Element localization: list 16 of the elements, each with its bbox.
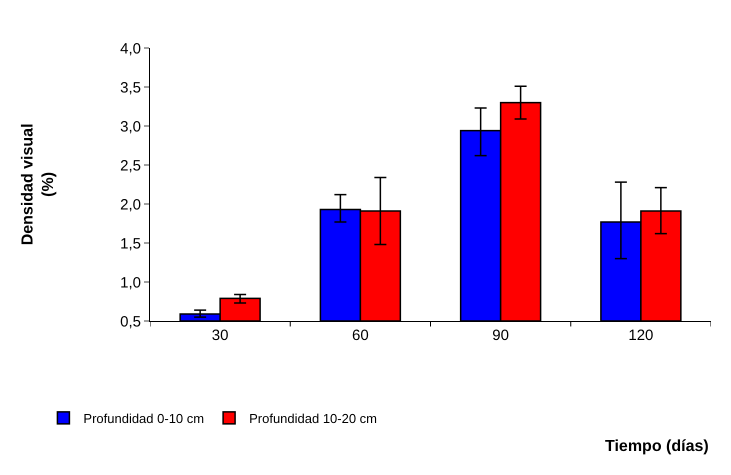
y-axis-title: Densidad visual (%) [19,123,58,246]
y-tick-label: 0,5 [120,313,141,330]
x-tick-label: 120 [628,327,654,344]
y-tick-label: 2,5 [120,157,141,174]
x-tick-label: 30 [212,327,228,344]
text: Tiempo (días) [605,438,709,455]
y-tick-label: 1,5 [120,235,141,252]
y-tick-label: 3,0 [120,118,141,136]
y-tick-label: 4,0 [120,40,141,58]
x-tick-label: 90 [492,327,509,344]
legend-label: Profundidad 10-20 cm [249,410,378,426]
y-tick-label: 2,0 [120,196,141,214]
y-tick-label: 1,0 [120,274,141,292]
y-tick-label: 3,5 [120,79,141,96]
x-tick-label: 60 [352,327,369,344]
legend-label: Profundidad 0-10 cm [83,410,204,426]
